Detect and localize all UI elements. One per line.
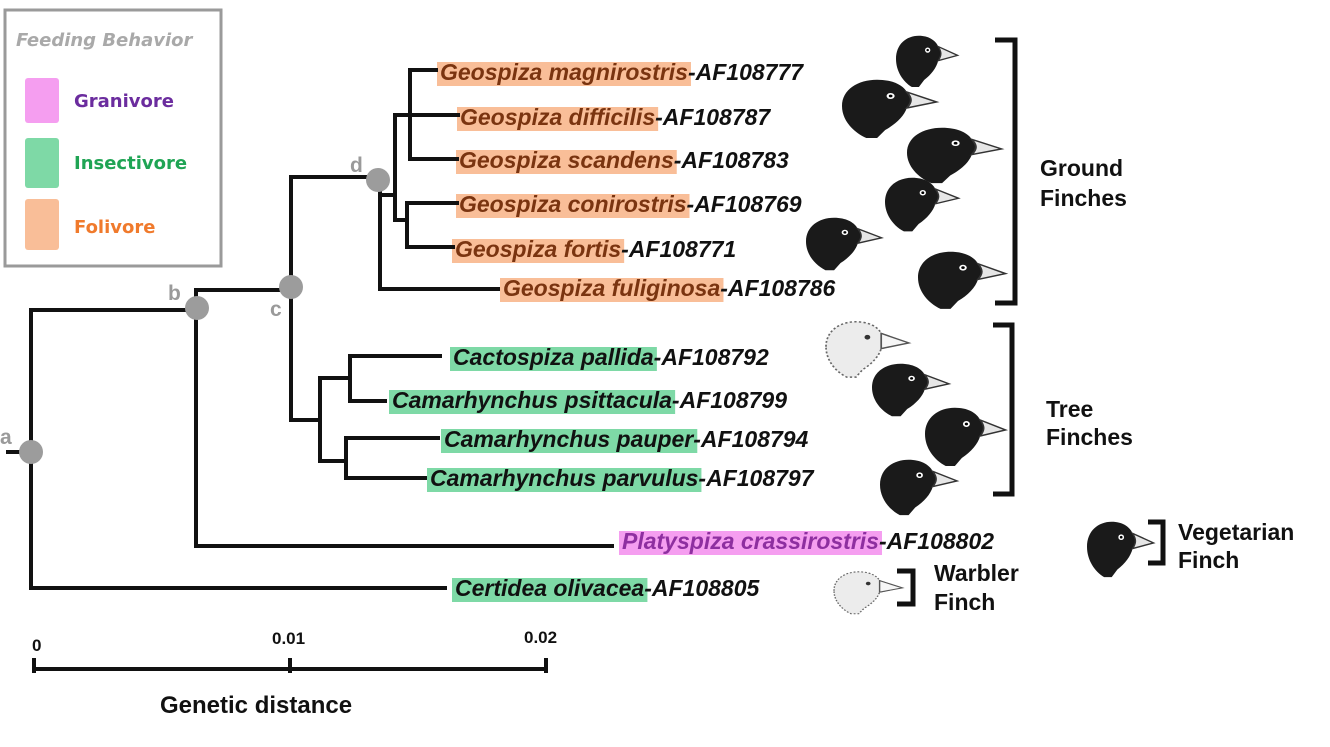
taxon-code: -AF108805 [644,575,760,601]
taxon-labels: Geospiza magnirostris-AF108777 Geospiza … [392,59,994,601]
diet-highlight [500,278,724,302]
ground-finch-bracket [995,37,1018,306]
taxon-code: -AF108769 [687,191,802,217]
feeding-behavior-legend: Feeding Behavior Granivore Insectivore F… [3,8,223,268]
vegetarian-finch-bracket [1148,519,1166,566]
diet-highlight [452,578,648,602]
diet-highlights [389,62,882,602]
taxon-label: Geospiza conirostris-AF108769 [459,191,802,217]
scale-title: Genetic distance [160,692,352,719]
taxon-name: Platyspiza crassirostris [622,528,879,554]
taxon-label: Certidea olivacea-AF108805 [455,575,760,601]
diet-highlight [437,62,691,86]
taxon-code: -AF108771 [621,236,736,262]
scale-tick-label: 0.02 [524,628,557,647]
finch-head-pauper [924,406,1007,467]
taxon-label: Cactospiza pallida-AF108792 [453,344,769,370]
taxon-name: Geospiza scandens [459,147,674,173]
taxon-code: -AF108799 [672,387,787,413]
insectivore-swatch [25,138,59,188]
diet-highlight [452,239,625,263]
node-b-label: b [168,282,181,305]
taxon-code: -AF108786 [720,275,835,301]
warbler-finch-bracket [897,568,916,607]
legend-title: Feeding Behavior [16,30,193,51]
taxon-label: Geospiza scandens-AF108783 [459,147,789,173]
finch-head-magnirostris [895,35,959,88]
taxon-code: -AF108797 [698,465,814,491]
tree-finch-bracket [993,322,1015,497]
diet-highlight [450,347,657,371]
node-a-label: a [0,426,12,449]
taxon-name: Geospiza conirostris [459,191,687,217]
taxon-name: Camarhynchus psittacula [392,387,672,413]
scale-tick-label: 0 [32,636,41,655]
folivore-swatch [25,199,59,250]
granivore-label: Granivore [74,91,174,112]
taxon-name: Geospiza magnirostris [440,59,688,85]
diet-highlight [619,531,882,555]
finch-head-psittacula [871,362,950,418]
diet-highlight [456,150,677,174]
warbler-finch-line2: Finch [934,589,995,615]
diet-highlight [427,468,702,492]
taxon-code: -AF108777 [688,59,804,85]
taxon-label: Camarhynchus parvulus-AF108797 [430,465,815,491]
tree-nodes: a b c d [0,154,390,464]
taxon-code: -AF108787 [655,104,771,130]
taxon-label: Camarhynchus psittacula-AF108799 [392,387,787,413]
node-a-marker [19,440,43,464]
taxon-label: Geospiza magnirostris-AF108777 [440,59,804,85]
insectivore-label: Insectivore [74,153,187,174]
taxon-name: Cactospiza pallida [453,344,654,370]
tree-branches [6,68,614,590]
scale-bar: 0 0.01 0.02 Genetic distance [32,628,557,719]
finch-head-parvulus [879,458,958,516]
taxon-label: Geospiza fortis-AF108771 [455,236,736,262]
taxon-name: Geospiza fortis [455,236,621,262]
finch-head-platyspiza [1086,521,1155,578]
ground-finches-line2: Finches [1040,185,1127,211]
folivore-label: Folivore [74,217,155,238]
taxon-label: Geospiza difficilis-AF108787 [460,104,771,130]
taxon-name: Camarhynchus pauper [444,426,694,452]
taxon-name: Geospiza fuliginosa [503,275,720,301]
finch-head-fuliginosa [917,250,1007,310]
finch-head-difficilis [840,78,938,140]
taxon-code: -AF108802 [879,528,994,554]
warbler-finch-line1: Warbler [934,560,1019,586]
group-labels: Ground Finches Tree Finches Vegetarian F… [934,155,1294,615]
diet-highlight [389,390,676,414]
node-d-marker [366,168,390,192]
vegetarian-finch-line1: Vegetarian [1178,519,1294,545]
granivore-swatch [25,78,59,123]
taxon-label: Geospiza fuliginosa-AF108786 [503,275,836,301]
taxon-code: -AF108783 [674,147,789,173]
taxon-code: -AF108792 [654,344,769,370]
taxon-name: Camarhynchus parvulus [430,465,698,491]
diet-highlight [456,194,690,218]
taxon-label: Platyspiza crassirostris-AF108802 [622,528,994,554]
node-d-label: d [350,154,363,177]
tree-finches-line2: Finches [1046,424,1133,450]
taxon-label: Camarhynchus pauper-AF108794 [444,426,809,452]
scale-tick-label: 0.01 [272,629,305,648]
finch-head-conirostris [884,176,960,233]
finch-head-fortis [805,216,883,272]
node-b-marker [185,296,209,320]
node-c-marker [279,275,303,299]
group-brackets [897,37,1166,607]
taxon-name: Certidea olivacea [455,575,644,601]
node-c-label: c [270,298,282,321]
taxon-code: -AF108794 [693,426,808,452]
finch-head-certidea [833,571,904,615]
diet-highlight [457,107,659,131]
taxon-name: Geospiza difficilis [460,104,655,130]
tree-finches-line1: Tree [1046,396,1093,422]
finch-head-scandens [905,126,1003,185]
ground-finches-line1: Ground [1040,155,1123,181]
diet-highlight [441,429,698,453]
vegetarian-finch-line2: Finch [1178,547,1239,573]
